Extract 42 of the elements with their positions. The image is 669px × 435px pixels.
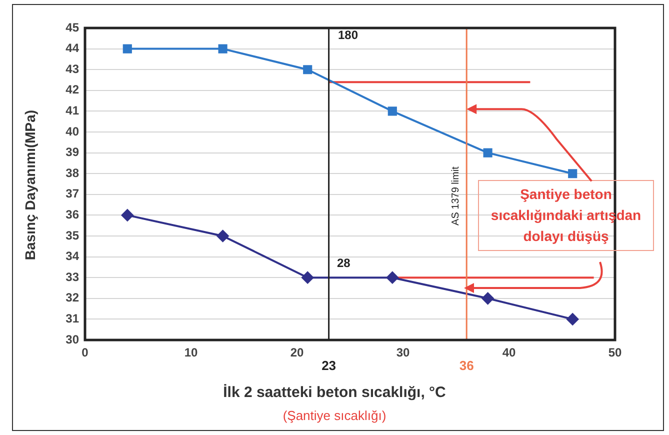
text: (Şantiye sıcaklığı): [282, 408, 388, 423]
y-tick-label: 45: [66, 20, 80, 34]
point: [388, 106, 397, 116]
annotation: AS 1379 limit: [450, 166, 462, 226]
point: [566, 313, 579, 326]
y-tick-label: 41: [66, 104, 80, 118]
y-tick-label: 35: [66, 228, 80, 242]
y-tick-label: 38: [66, 166, 80, 180]
y-tick-label: 34: [66, 249, 80, 264]
x-tick-label: 50: [608, 346, 622, 360]
point: [302, 272, 314, 284]
point: [482, 292, 494, 304]
annotation: 28: [337, 256, 350, 270]
y-tick-label: 36: [66, 208, 80, 222]
y-tick-label: 33: [66, 270, 80, 284]
x-tick-label: 10: [184, 346, 198, 360]
annotation: 180: [338, 28, 358, 42]
y-tick-label: 42: [66, 82, 80, 97]
x-axis-title: İlk 2 saatteki beton sıcaklığı, °C: [222, 384, 447, 401]
ref-line-label: 23: [322, 358, 336, 374]
x-tick-label: 0: [82, 346, 89, 360]
point: [121, 209, 134, 222]
point: [303, 65, 312, 74]
point: [568, 169, 578, 178]
point: [122, 44, 132, 54]
point: [483, 148, 492, 158]
x-tick-label: 20: [290, 346, 304, 360]
y-tick-label: 44: [66, 41, 80, 56]
y-tick-label: 32: [66, 290, 80, 305]
ref-line-label: 36: [459, 358, 474, 374]
point: [216, 230, 229, 242]
x-tick-label: 30: [396, 346, 410, 360]
y-axis-title: Basınç Dayanımı(MPa): [22, 110, 38, 260]
point: [386, 272, 398, 284]
y-tick-label: 37: [66, 186, 80, 201]
x-tick-label: 40: [502, 346, 516, 360]
y-tick-label: 31: [66, 312, 80, 326]
y-tick-label: 43: [66, 62, 80, 76]
point: [218, 44, 228, 54]
y-tick-label: 30: [66, 332, 80, 346]
y-tick-label: 39: [66, 145, 80, 160]
y-tick-label: 40: [66, 124, 80, 138]
